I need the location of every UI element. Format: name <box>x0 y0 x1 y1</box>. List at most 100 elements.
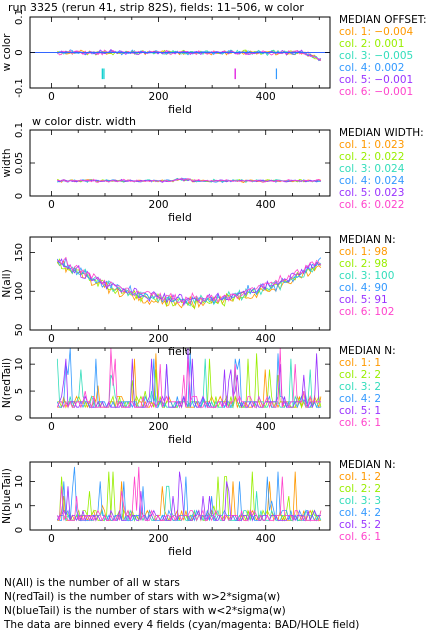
legend-entry-col-6: col. 6: −0.001 <box>339 86 413 98</box>
x-tick-label: 0 <box>48 421 55 433</box>
x-tick-label: 400 <box>256 333 276 345</box>
y-axis-label: N(redTail) <box>1 358 13 408</box>
y-tick-label: 10 <box>14 358 25 371</box>
legend-entry-col-6: col. 6: 0.022 <box>339 199 404 211</box>
legend-entry-col-1: col. 1: 98 <box>339 246 388 258</box>
plot-frame <box>29 461 331 531</box>
legend-entry-col-3: col. 3: 0.024 <box>339 163 405 175</box>
legend-entry-col-3: col. 3: −0.005 <box>339 50 413 62</box>
legend-entry-col-3: col. 3: 2 <box>339 381 381 393</box>
x-axis-label: field <box>168 545 192 558</box>
legend-entry-col-3: col. 3: 100 <box>339 270 394 282</box>
legend-entry-col-2: col. 2: 2 <box>339 483 381 495</box>
legend-entry-col-6: col. 6: 1 <box>339 531 381 543</box>
series-line-5 <box>57 258 321 307</box>
footer-line-2: N(redTail) is the number of stars with w… <box>4 591 280 603</box>
x-tick-label: 0 <box>48 199 55 211</box>
y-tick-label: 150 <box>14 243 25 262</box>
x-tick-label: 200 <box>149 91 169 103</box>
y-tick-label: 5 <box>14 503 25 509</box>
series-line-6 <box>57 256 322 306</box>
legend-entry-col-2: col. 2: 0.022 <box>339 151 404 163</box>
legend-entry-col-6: col. 6: 102 <box>339 306 394 318</box>
footer-line-4: The data are binned every 4 fields (cyan… <box>3 619 359 631</box>
y-tick-label: 0.1 <box>14 9 25 25</box>
y-tick-label: 100 <box>14 282 25 301</box>
series-line-6 <box>56 348 321 409</box>
y-tick-label: 0 <box>14 527 25 533</box>
footer-notes: N(All) is the number of all w stars N(re… <box>3 577 359 631</box>
legend-entry-col-4: col. 4: 2 <box>339 507 381 519</box>
y-tick-label: 10 <box>14 475 25 488</box>
x-tick-label: 0 <box>48 533 55 545</box>
legend-entry-col-4: col. 4: 0.024 <box>339 175 405 187</box>
legend-entry-col-3: col. 3: 3 <box>339 495 381 507</box>
legend-entry-col-1: col. 1: 0.023 <box>339 139 404 151</box>
x-axis-label: field <box>168 433 192 446</box>
legend-entry-col-5: col. 5: −0.001 <box>339 74 413 86</box>
series-line-4 <box>56 257 322 305</box>
series-line-6 <box>57 178 322 183</box>
legend-entry-col-5: col. 5: 1 <box>339 405 381 417</box>
legend-entry-col-5: col. 5: 2 <box>339 519 381 531</box>
x-tick-label: 200 <box>149 421 169 433</box>
x-tick-label: 400 <box>256 91 276 103</box>
legend-entry-col-1: col. 1: 2 <box>339 471 381 483</box>
y-axis-label: width <box>1 149 13 178</box>
legend-header: MEDIAN WIDTH: <box>339 127 424 139</box>
figure-title: run 3325 (rerun 41, strip 82S), fields: … <box>8 1 304 14</box>
legend-entry-col-4: col. 4: 0.002 <box>339 62 404 74</box>
x-tick-label: 400 <box>256 199 276 211</box>
legend-header: MEDIAN N: <box>339 234 396 246</box>
footer-line-3: N(blueTail) is the number of stars with … <box>4 605 286 617</box>
legend-entry-col-5: col. 5: 91 <box>339 294 388 306</box>
x-tick-label: 400 <box>256 533 276 545</box>
panel-2: w color distr. width 0 200 400 field 0 0.05 0.1… <box>1 115 424 224</box>
x-axis-label: field <box>168 103 192 116</box>
y-axis-label: w color <box>1 33 13 71</box>
x-tick-label: 200 <box>149 333 169 345</box>
y-tick-label: -0.1 <box>14 78 25 98</box>
x-tick-label: 200 <box>149 199 169 211</box>
legend-entry-col-1: col. 1: 1 <box>339 357 381 369</box>
series-line-6 <box>56 466 322 522</box>
series-line-5 <box>56 471 321 522</box>
y-tick-label: 0.05 <box>14 152 25 174</box>
x-tick-label: 0 <box>48 91 55 103</box>
legend-entry-col-5: col. 5: 0.023 <box>339 187 404 199</box>
x-tick-label: 200 <box>149 533 169 545</box>
series-line-4 <box>56 466 321 522</box>
y-tick-label: 0 <box>14 193 25 199</box>
series-line-5 <box>57 49 322 61</box>
legend-entry-col-2: col. 2: 98 <box>339 258 388 270</box>
legend-header: MEDIAN N: <box>339 459 396 471</box>
legend-entry-col-2: col. 2: 2 <box>339 369 381 381</box>
legend-entry-col-2: col. 2: 0.001 <box>339 38 404 50</box>
legend-header: MEDIAN OFFSET: <box>339 14 427 26</box>
y-tick-label: 5 <box>14 388 25 394</box>
legend-entry-col-6: col. 6: 1 <box>339 417 381 429</box>
panel-title: w color distr. width <box>32 115 136 128</box>
footer-line-1: N(All) is the number of all w stars <box>4 577 180 589</box>
legend-entry-col-4: col. 4: 2 <box>339 393 381 405</box>
y-axis-label: N(blueTail) <box>1 468 13 524</box>
y-tick-label: 0.1 <box>14 122 25 138</box>
legend-header: MEDIAN N: <box>339 345 396 357</box>
x-axis-label: field <box>168 211 192 224</box>
panel-1: 0 200 400 field -0.1 0 0.1w color MEDIAN OFFSET… <box>1 9 427 116</box>
x-tick-label: 400 <box>256 421 276 433</box>
y-tick-label: 0 <box>14 415 25 421</box>
legend-entry-col-1: col. 1: −0.004 <box>339 26 414 38</box>
plot-frame <box>29 129 331 197</box>
plot-frame <box>29 347 331 419</box>
y-tick-label: 0 <box>14 49 25 55</box>
plot-frame <box>29 236 331 331</box>
y-tick-label: 50 <box>14 324 25 337</box>
legend-entry-col-4: col. 4: 90 <box>339 282 388 294</box>
y-axis-label: N(all) <box>1 269 13 297</box>
x-tick-label: 0 <box>48 333 55 345</box>
